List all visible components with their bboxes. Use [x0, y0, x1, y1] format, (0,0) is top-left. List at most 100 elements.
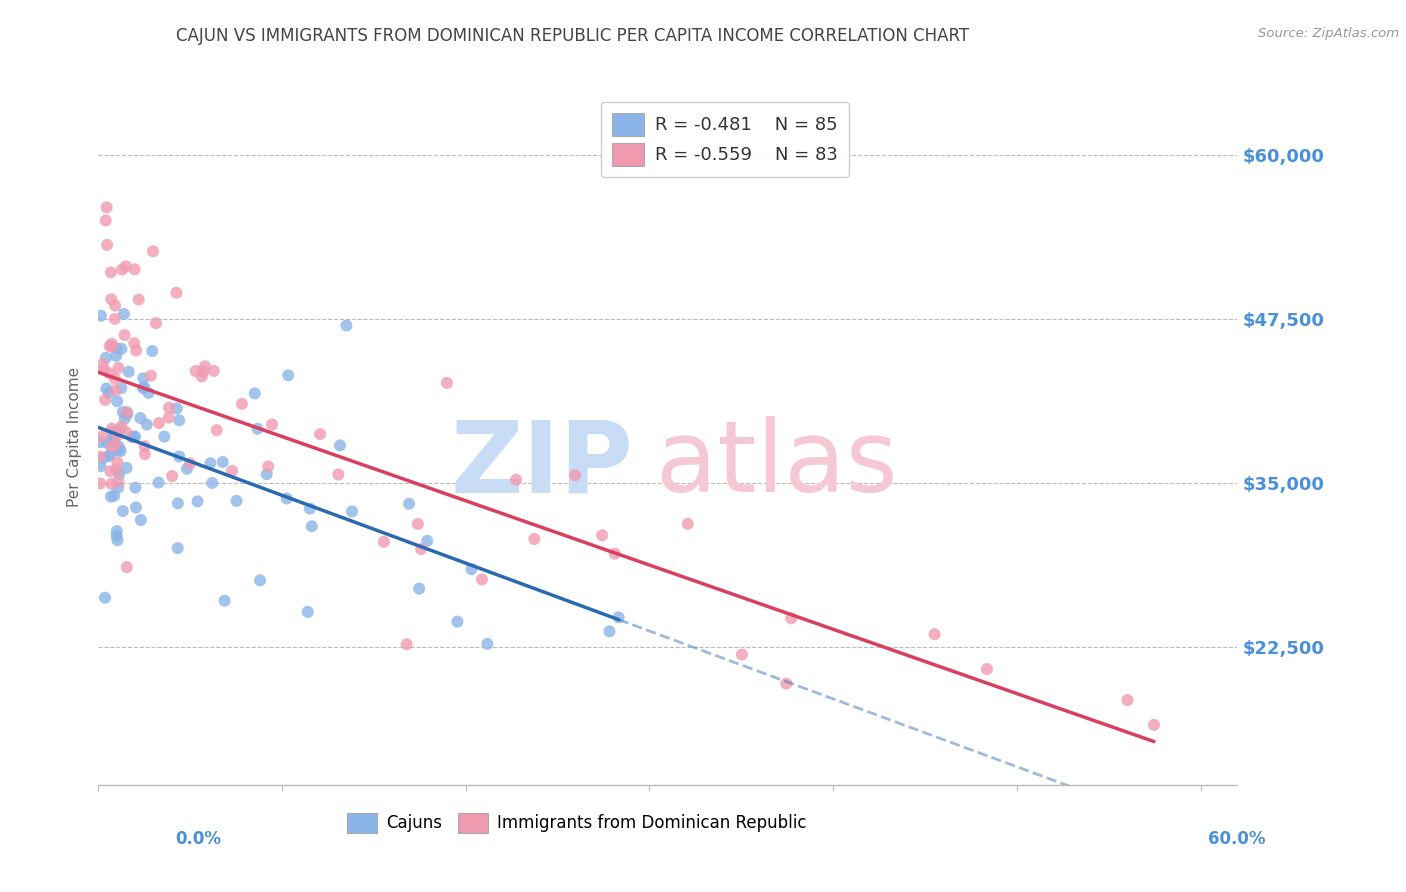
- Point: [98, 339, 121, 353]
- Point: [328, 467, 350, 482]
- Point: [477, 637, 499, 651]
- Point: [329, 438, 352, 452]
- Text: CAJUN VS IMMIGRANTS FROM DOMINICAN REPUBLIC PER CAPITA INCOME CORRELATION CHART: CAJUN VS IMMIGRANTS FROM DOMINICAN REPUB…: [176, 27, 969, 45]
- Point: [167, 496, 190, 510]
- Point: [100, 490, 122, 504]
- Point: [298, 501, 321, 516]
- Point: [129, 411, 152, 425]
- Point: [246, 422, 269, 436]
- Point: [243, 386, 266, 401]
- Text: atlas: atlas: [657, 417, 898, 514]
- Point: [107, 443, 129, 458]
- Point: [96, 238, 118, 252]
- Point: [523, 532, 546, 546]
- Point: [115, 405, 138, 419]
- Point: [460, 562, 482, 576]
- Point: [167, 413, 190, 427]
- Point: [132, 371, 155, 385]
- Point: [166, 401, 188, 416]
- Point: [105, 394, 128, 409]
- Point: [249, 574, 271, 588]
- Point: [104, 312, 127, 326]
- Point: [111, 504, 134, 518]
- Point: [191, 369, 214, 384]
- Point: [301, 519, 323, 533]
- Point: [105, 455, 128, 469]
- Y-axis label: Per Capita Income: Per Capita Income: [67, 367, 83, 508]
- Point: [129, 513, 152, 527]
- Point: [406, 516, 429, 531]
- Point: [157, 401, 180, 415]
- Point: [111, 405, 134, 419]
- Point: [132, 381, 155, 395]
- Point: [110, 381, 132, 395]
- Point: [96, 200, 118, 214]
- Point: [277, 368, 299, 383]
- Point: [104, 372, 127, 386]
- Point: [94, 392, 117, 407]
- Point: [141, 344, 163, 359]
- Point: [98, 448, 121, 462]
- Point: [166, 541, 188, 555]
- Point: [118, 365, 141, 379]
- Point: [257, 459, 280, 474]
- Point: [110, 342, 132, 356]
- Point: [97, 385, 120, 400]
- Point: [1116, 693, 1139, 707]
- Point: [115, 260, 138, 274]
- Point: [103, 425, 125, 440]
- Point: [96, 436, 118, 450]
- Point: [167, 450, 190, 464]
- Point: [125, 343, 148, 358]
- Point: [93, 363, 115, 377]
- Point: [112, 307, 135, 321]
- Point: [335, 318, 357, 333]
- Point: [398, 497, 420, 511]
- Point: [395, 637, 418, 651]
- Legend: Cajuns, Immigrants from Dominican Republic: Cajuns, Immigrants from Dominican Republ…: [340, 806, 813, 839]
- Point: [100, 339, 122, 353]
- Point: [90, 459, 112, 474]
- Point: [103, 433, 125, 447]
- Point: [107, 428, 129, 442]
- Point: [100, 265, 122, 279]
- Point: [124, 262, 146, 277]
- Point: [98, 464, 121, 478]
- Point: [91, 357, 114, 371]
- Point: [115, 461, 138, 475]
- Text: Source: ZipAtlas.com: Source: ZipAtlas.com: [1258, 27, 1399, 40]
- Point: [436, 376, 458, 390]
- Point: [471, 573, 494, 587]
- Point: [148, 475, 170, 490]
- Point: [157, 410, 180, 425]
- Text: ZIP: ZIP: [451, 417, 634, 514]
- Point: [89, 435, 111, 450]
- Point: [148, 416, 170, 430]
- Point: [135, 417, 157, 432]
- Point: [98, 449, 121, 463]
- Point: [104, 437, 127, 451]
- Point: [976, 662, 998, 676]
- Text: 60.0%: 60.0%: [1208, 830, 1265, 847]
- Point: [446, 615, 468, 629]
- Point: [134, 439, 156, 453]
- Point: [187, 494, 209, 508]
- Point: [108, 467, 131, 481]
- Point: [128, 293, 150, 307]
- Point: [231, 397, 253, 411]
- Point: [142, 244, 165, 259]
- Point: [89, 450, 111, 464]
- Point: [94, 213, 117, 227]
- Point: [564, 468, 586, 483]
- Point: [98, 366, 121, 380]
- Point: [373, 534, 395, 549]
- Point: [89, 476, 111, 491]
- Point: [100, 292, 122, 306]
- Point: [176, 462, 198, 476]
- Point: [94, 351, 117, 365]
- Point: [107, 475, 129, 489]
- Point: [94, 591, 117, 605]
- Point: [105, 349, 128, 363]
- Point: [165, 285, 187, 300]
- Point: [134, 447, 156, 461]
